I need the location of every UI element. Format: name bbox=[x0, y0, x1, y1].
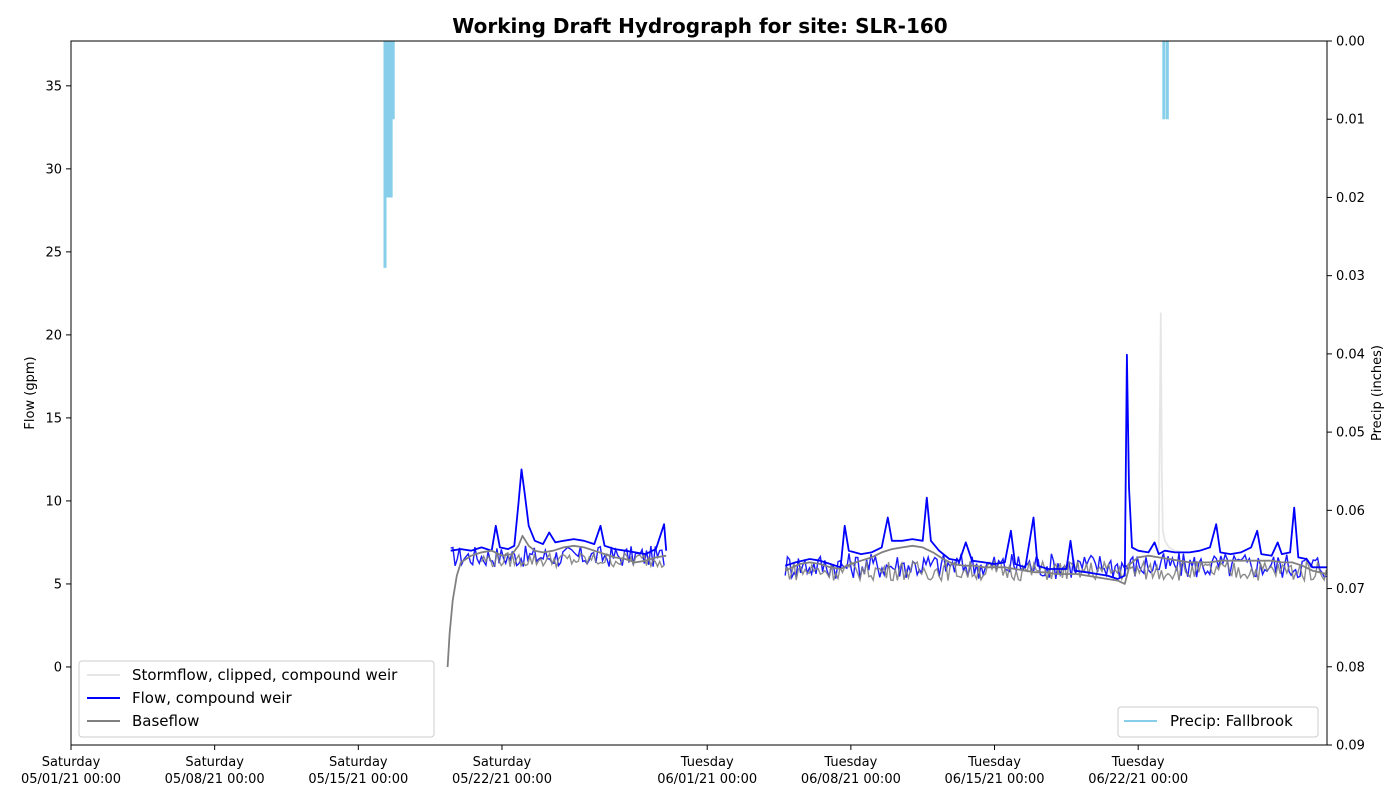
noise-line-3 bbox=[784, 558, 1328, 584]
y2-axis-label: Precip (inches) bbox=[1370, 345, 1385, 441]
legend-left: Stormflow, clipped, compound weir Flow, … bbox=[78, 660, 435, 738]
y2-tick-label-6: 0.06 bbox=[1336, 504, 1365, 519]
legend-label-baseflow: Baseflow bbox=[132, 712, 199, 730]
y2-tick-label-3: 0.03 bbox=[1336, 269, 1365, 284]
y2-tick-label-7: 0.07 bbox=[1336, 582, 1365, 597]
x-tick-label-0-date: 05/01/21 00:00 bbox=[21, 772, 121, 787]
y2-tick-label-9: 0.09 bbox=[1336, 739, 1365, 754]
x-tick-label-1-day: Saturday bbox=[185, 755, 244, 770]
x-tick-label-7-day: Tuesday bbox=[1111, 755, 1165, 770]
y2-tick-label-2: 0.02 bbox=[1336, 191, 1365, 206]
x-tick-label-4-day: Tuesday bbox=[680, 755, 734, 770]
y-tick-label-20: 20 bbox=[45, 328, 62, 343]
noise-band-2 bbox=[480, 551, 665, 570]
y-tick-label-15: 15 bbox=[45, 411, 62, 426]
series-line-baseflow-a bbox=[446, 534, 667, 668]
plot-area bbox=[383, 41, 1328, 668]
legend-label-stormflow: Stormflow, clipped, compound weir bbox=[132, 666, 398, 684]
x-tick-label-5-day: Tuesday bbox=[823, 755, 877, 770]
y2-tick-label-0: 0.00 bbox=[1336, 35, 1365, 50]
x-tick-label-3-day: Saturday bbox=[473, 755, 532, 770]
x-axis: Saturday 05/01/21 00:00 Saturday 05/08/21 0… bbox=[21, 745, 1188, 787]
y2-tick-label-4: 0.04 bbox=[1336, 347, 1365, 362]
y2-tick-label-8: 0.08 bbox=[1336, 660, 1365, 675]
x-tick-label-2-date: 05/15/21 00:00 bbox=[308, 772, 408, 787]
x-tick-label-4-date: 06/01/21 00:00 bbox=[657, 772, 757, 787]
noise-band-3 bbox=[784, 558, 1328, 584]
x-tick-label-1-date: 05/08/21 00:00 bbox=[165, 772, 265, 787]
x-tick-label-6-day: Tuesday bbox=[967, 755, 1021, 770]
y-tick-label-25: 25 bbox=[45, 245, 62, 260]
x-tick-label-2-day: Saturday bbox=[329, 755, 388, 770]
left-axis: 0 5 10 15 20 25 30 35 bbox=[45, 79, 71, 675]
series-line-baseflow-b bbox=[784, 544, 1328, 585]
y-tick-label-10: 10 bbox=[45, 494, 62, 509]
y-tick-label-5: 5 bbox=[54, 577, 62, 592]
noise-line-2 bbox=[480, 551, 665, 570]
right-axis: 0.00 0.01 0.02 0.03 0.04 0.05 0.06 0.07 0.08 0.09 bbox=[1327, 35, 1365, 754]
legend-label-precip: Precip: Fallbrook bbox=[1170, 712, 1293, 730]
plot-frame bbox=[70, 40, 1328, 746]
y-axis-label: Flow (gpm) bbox=[23, 356, 38, 429]
y-tick-label-35: 35 bbox=[45, 79, 62, 94]
series-line-flow-a bbox=[450, 468, 668, 555]
legend-right: Precip: Fallbrook bbox=[1117, 706, 1319, 738]
legend-left-box bbox=[78, 660, 435, 738]
x-tick-label-5-date: 06/08/21 00:00 bbox=[801, 772, 901, 787]
y-tick-label-30: 30 bbox=[45, 162, 62, 177]
series-line-stormflow bbox=[1157, 312, 1184, 555]
x-tick-label-3-date: 05/22/21 00:00 bbox=[452, 772, 552, 787]
chart-title: Working Draft Hydrograph for site: SLR-1… bbox=[452, 14, 947, 38]
y2-tick-label-5: 0.05 bbox=[1336, 426, 1365, 441]
x-tick-label-0-day: Saturday bbox=[42, 755, 101, 770]
legend-label-flow: Flow, compound weir bbox=[132, 689, 292, 707]
x-tick-label-7-date: 06/22/21 00:00 bbox=[1088, 772, 1188, 787]
y2-tick-label-1: 0.01 bbox=[1336, 113, 1365, 128]
series-line-flow-b bbox=[784, 353, 1327, 580]
y-tick-label-0: 0 bbox=[54, 660, 62, 675]
x-tick-label-6-date: 06/15/21 00:00 bbox=[945, 772, 1045, 787]
legend-right-box bbox=[1117, 706, 1319, 738]
